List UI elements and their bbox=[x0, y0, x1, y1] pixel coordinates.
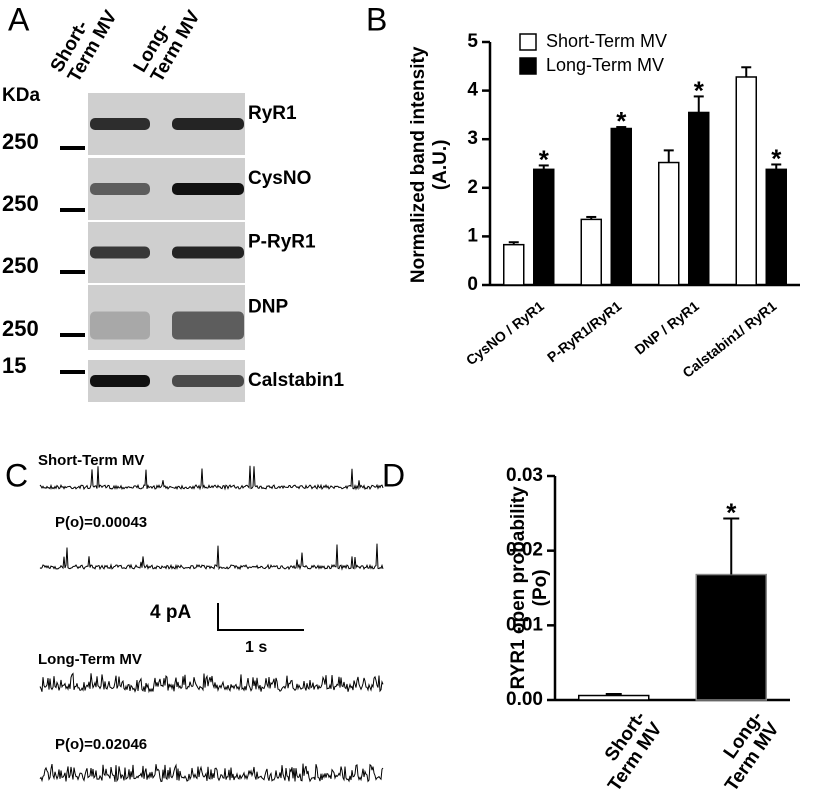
trace-label: Long-Term MV bbox=[38, 651, 142, 668]
channel-trace bbox=[39, 763, 384, 783]
bar bbox=[533, 168, 555, 286]
bar bbox=[503, 243, 525, 286]
y-tick-label: 0.00 bbox=[506, 689, 543, 710]
x-tick-label: DNP / RyR1 bbox=[632, 298, 703, 358]
po-label: P(o)=0.02046 bbox=[55, 736, 147, 753]
blot-band bbox=[172, 183, 244, 195]
blot-band bbox=[90, 375, 150, 387]
marker-label: 15 bbox=[2, 353, 26, 378]
y-tick-label: 0.02 bbox=[506, 540, 543, 561]
significance: * bbox=[539, 144, 550, 174]
panel-letter: C bbox=[5, 457, 28, 493]
significance: * bbox=[726, 497, 737, 527]
blot-band bbox=[90, 311, 150, 340]
kda-label: KDa bbox=[2, 85, 40, 106]
marker-label: 250 bbox=[2, 316, 39, 341]
y-tick-label: 4 bbox=[467, 80, 478, 101]
y-axis-label: RYR1 open probability (Po) bbox=[508, 486, 551, 690]
y-tick-label: 5 bbox=[467, 31, 478, 52]
band-label: Calstabin1 bbox=[248, 370, 345, 391]
x-tick-label: P-RyR1/RyR1 bbox=[544, 298, 625, 366]
band-label: RyR1 bbox=[248, 103, 297, 124]
scale-label: 1 s bbox=[245, 639, 267, 656]
blot-band bbox=[172, 246, 244, 259]
bar bbox=[735, 76, 757, 286]
bar bbox=[765, 168, 787, 286]
legend-swatch bbox=[519, 57, 537, 75]
band-label: P-RyR1 bbox=[248, 232, 316, 253]
channel-trace bbox=[39, 465, 384, 491]
bar bbox=[695, 573, 767, 701]
bar bbox=[580, 218, 602, 286]
bar bbox=[578, 694, 650, 701]
channel-trace bbox=[39, 543, 384, 571]
channel-trace bbox=[39, 672, 384, 694]
y-tick-label: 3 bbox=[467, 128, 478, 149]
y-tick-label: 0 bbox=[467, 274, 478, 295]
x-tick-label: CysNO / RyR1 bbox=[463, 298, 547, 369]
scale-label: 4 pA bbox=[150, 602, 191, 623]
marker-label: 250 bbox=[2, 129, 39, 154]
band-label: CysNO bbox=[248, 168, 311, 189]
blot-band bbox=[90, 118, 150, 130]
panel-letter: B bbox=[366, 1, 387, 37]
legend-swatch bbox=[519, 33, 537, 51]
bar bbox=[658, 161, 680, 286]
panel-letter: A bbox=[8, 1, 30, 37]
significance: * bbox=[694, 75, 705, 105]
y-tick-label: 2 bbox=[467, 177, 478, 198]
blot-band bbox=[90, 246, 150, 259]
significance: * bbox=[771, 143, 782, 173]
y-tick-label: 1 bbox=[467, 225, 478, 246]
y-tick-label: 0.03 bbox=[506, 465, 543, 486]
marker-label: 250 bbox=[2, 191, 39, 216]
significance: * bbox=[616, 106, 627, 136]
band-label: DNP bbox=[248, 297, 288, 318]
legend-label: Long-Term MV bbox=[546, 55, 664, 75]
po-label: P(o)=0.00043 bbox=[55, 514, 147, 531]
blot-band bbox=[172, 118, 244, 130]
bar bbox=[688, 111, 710, 286]
y-axis-label: Normalized band intensity (A.U.) bbox=[408, 46, 451, 284]
bar bbox=[610, 127, 632, 286]
blot-band bbox=[90, 183, 150, 195]
legend-label: Short-Term MV bbox=[546, 31, 667, 51]
blot-band bbox=[172, 375, 244, 387]
panel-letter: D bbox=[382, 457, 405, 493]
y-tick-label: 0.01 bbox=[506, 614, 543, 635]
blot-band bbox=[172, 311, 244, 340]
marker-label: 250 bbox=[2, 253, 39, 278]
trace-label: Short-Term MV bbox=[38, 452, 144, 469]
